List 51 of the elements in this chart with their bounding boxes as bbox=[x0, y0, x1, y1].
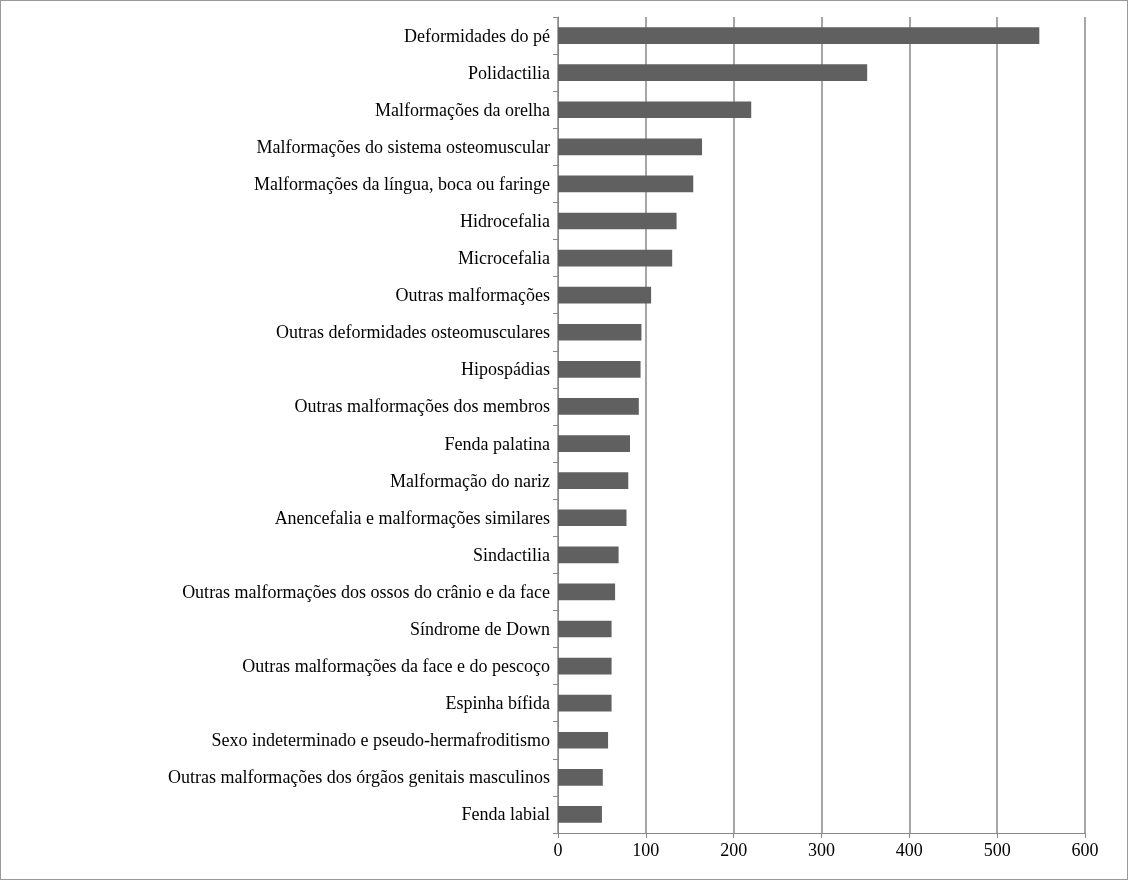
bar bbox=[558, 769, 603, 786]
bar bbox=[558, 509, 627, 527]
y-tick-label: Outras deformidades osteomusculares bbox=[276, 322, 550, 343]
bar bbox=[558, 286, 652, 304]
x-tick-label: 200 bbox=[720, 840, 748, 860]
bar bbox=[558, 101, 752, 119]
bar bbox=[558, 694, 612, 712]
y-tick-label: Deformidades do pé bbox=[404, 25, 551, 46]
bar bbox=[558, 620, 612, 638]
y-tick-label: Espinha bífida bbox=[445, 693, 550, 714]
y-tick-label: Outras malformações dos ossos do crânio e da face bbox=[182, 581, 551, 602]
bar bbox=[558, 583, 616, 601]
x-tick-label: 100 bbox=[632, 840, 660, 860]
bar bbox=[558, 361, 641, 378]
y-tick-label: Outras malformações da face e do pescoço bbox=[242, 656, 550, 677]
y-tick-label: Hipospádias bbox=[461, 359, 550, 380]
y-tick-label: Malformações da língua, boca ou faringe bbox=[254, 173, 550, 194]
y-tick-label: Outras malformações dos membros bbox=[294, 396, 550, 417]
bar bbox=[558, 472, 629, 489]
y-tick-label: Malformações do sistema osteomuscular bbox=[256, 136, 550, 157]
y-tick-label: Anencefalia e malformações similares bbox=[274, 507, 550, 528]
bar bbox=[558, 323, 642, 341]
y-tick-label: Outras malformações dos órgãos genitais masculinos bbox=[167, 767, 550, 788]
x-tick-label: 600 bbox=[1071, 840, 1099, 860]
bar bbox=[558, 546, 619, 564]
bar bbox=[558, 731, 609, 749]
bar bbox=[558, 138, 703, 156]
y-tick-label: Fenda labial bbox=[461, 804, 550, 825]
y-tick-label: Microcefalia bbox=[458, 248, 550, 269]
y-tick-label: Outras malformações bbox=[395, 285, 550, 306]
x-tick-label: 300 bbox=[808, 840, 835, 860]
y-tick-label: Sindactilia bbox=[473, 544, 551, 565]
bar bbox=[558, 212, 677, 230]
x-tick-label: 400 bbox=[895, 840, 923, 860]
y-tick-label: Síndrome de Down bbox=[410, 619, 550, 639]
bar bbox=[558, 806, 602, 823]
bar bbox=[558, 435, 631, 452]
y-tick-label: Malformação do nariz bbox=[390, 470, 550, 491]
bar bbox=[558, 27, 1040, 44]
y-tick-label: Hidrocefalia bbox=[460, 211, 550, 231]
x-tick-label: 500 bbox=[983, 840, 1011, 860]
y-tick-label: Polidactilia bbox=[468, 62, 551, 83]
bar bbox=[558, 175, 694, 193]
bar bbox=[558, 64, 868, 81]
y-tick-label: Sexo indeterminado e pseudo-hermafroditismo bbox=[211, 730, 550, 751]
y-tick-label: Malformações da orelha bbox=[375, 99, 551, 120]
y-tick-label: Fenda palatina bbox=[444, 433, 550, 454]
bar bbox=[558, 657, 612, 675]
bar bbox=[558, 398, 639, 415]
x-tick-label: 0 bbox=[553, 840, 563, 860]
bar bbox=[558, 249, 673, 267]
